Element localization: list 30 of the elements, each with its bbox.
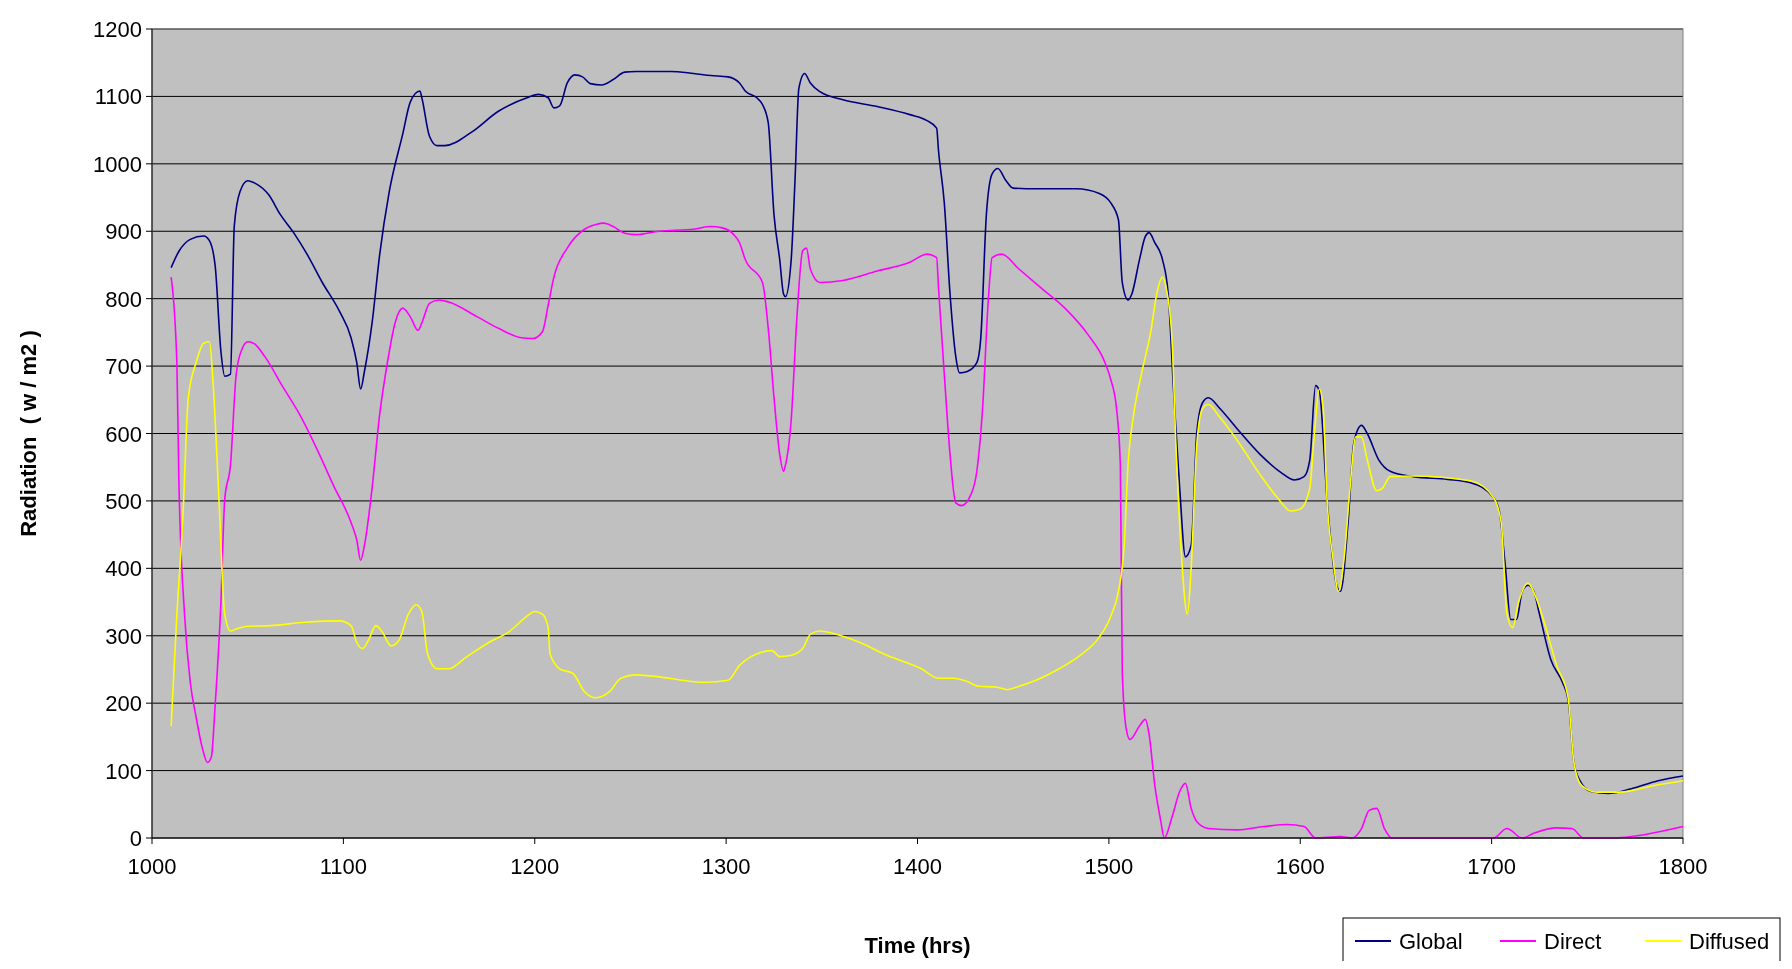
legend-label: Global [1399,929,1463,954]
x-tick-label: 1800 [1658,854,1708,879]
y-tick-label: 1200 [93,17,142,42]
y-tick-label: 200 [105,691,142,717]
x-axis-title: Time (hrs) [864,933,971,958]
y-tick-label: 800 [105,286,142,312]
y-axis-title: Radiation ( w / m2 ) [16,330,41,537]
x-tick-label: 1500 [1084,854,1134,879]
y-tick-label: 300 [105,623,142,649]
x-tick-label: 1600 [1275,854,1325,879]
line-series [170,276,1684,793]
y-tick-label: 1000 [93,151,142,177]
y-tick-label: 1100 [94,84,142,110]
y-tick-label: 500 [105,488,142,514]
x-tick-label: 1000 [127,854,177,879]
y-tick-label: 100 [105,758,142,784]
y-tick-label: 600 [105,421,142,447]
line-series [170,222,1684,839]
line-series [170,70,1684,795]
y-tick-label: 0 [129,826,142,851]
y-tick-label: 900 [105,219,142,245]
x-tick-label: 1300 [701,854,751,879]
x-tick-label: 1100 [319,854,368,879]
y-tick-label: 400 [105,556,142,582]
y-tick-label: 700 [105,354,142,380]
legend-label: Diffused [1689,929,1770,954]
legend-label: Direct [1544,929,1602,954]
x-tick-label: 1700 [1467,854,1517,879]
x-tick-label: 1400 [893,854,942,879]
x-tick-label: 1200 [510,854,560,879]
